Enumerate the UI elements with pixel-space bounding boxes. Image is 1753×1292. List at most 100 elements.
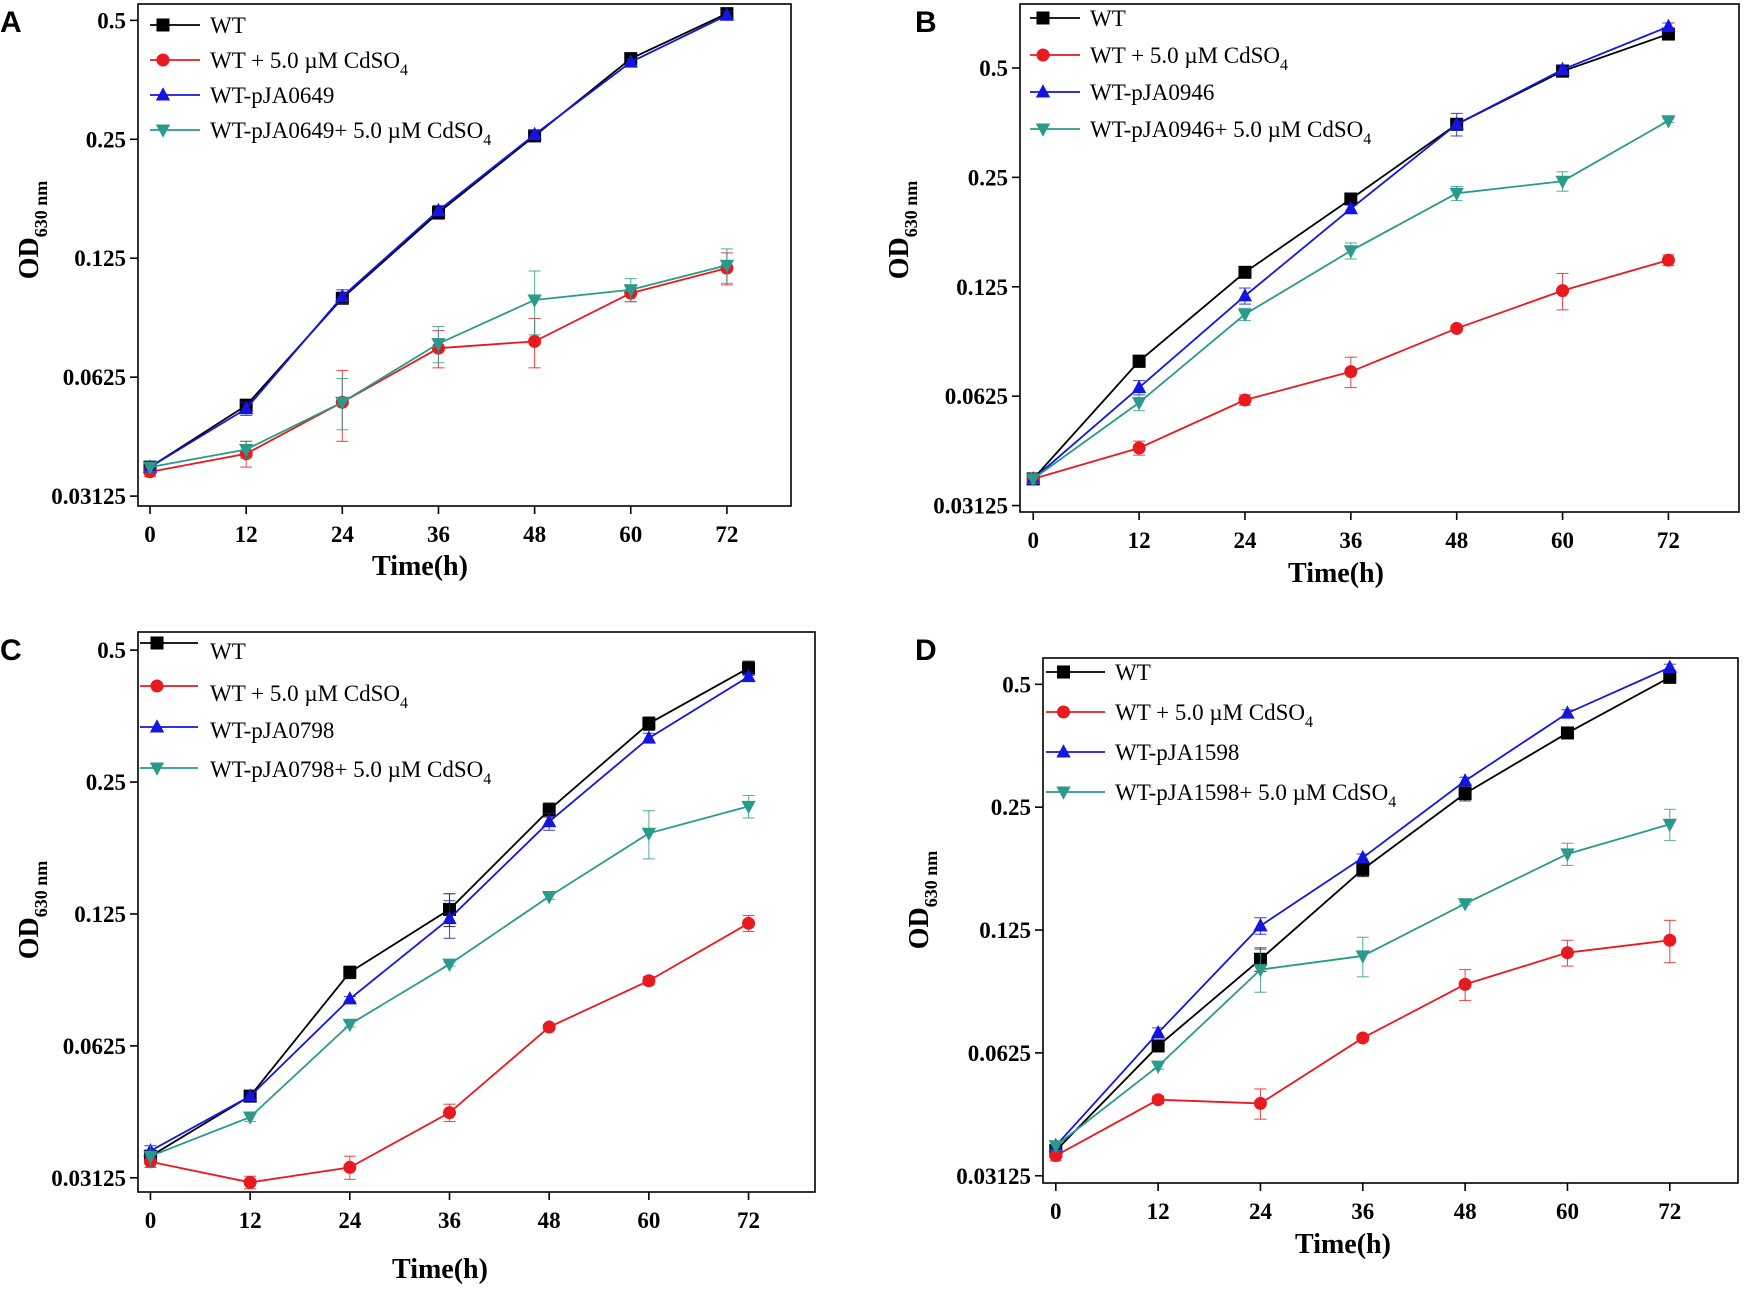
data-point bbox=[719, 7, 735, 21]
data-point bbox=[343, 1160, 357, 1174]
panel-label-b: B bbox=[915, 6, 937, 39]
legend-item: WT-pJA0946 bbox=[1030, 80, 1214, 105]
svg-text:WT: WT bbox=[210, 13, 246, 38]
x-tick-label: 0 bbox=[144, 522, 156, 547]
y-axis-title: OD630 nm bbox=[904, 851, 941, 950]
plot-frame bbox=[137, 3, 792, 507]
data-point bbox=[542, 1020, 556, 1034]
data-point bbox=[1344, 192, 1358, 206]
svg-text:WT-pJA0946: WT-pJA0946 bbox=[1090, 80, 1214, 105]
data-point bbox=[1150, 1025, 1166, 1039]
x-tick-label: 0 bbox=[1027, 528, 1039, 553]
series-group bbox=[1048, 808, 1677, 1154]
data-point bbox=[1151, 1093, 1165, 1107]
svg-text:WT-pJA0946+ 5.0 µM CdSO4: WT-pJA0946+ 5.0 µM CdSO4 bbox=[1090, 117, 1371, 148]
panel-label-c: C bbox=[0, 634, 22, 667]
x-tick-label: 36 bbox=[1351, 1199, 1374, 1224]
data-point bbox=[239, 400, 254, 415]
x-tick-label: 24 bbox=[1233, 528, 1257, 553]
data-point bbox=[342, 991, 357, 1005]
data-point bbox=[1663, 933, 1677, 947]
legend-marker bbox=[150, 636, 164, 650]
legend-subscript: 4 bbox=[1305, 714, 1313, 731]
data-point bbox=[1458, 977, 1472, 991]
x-tick-label: 72 bbox=[715, 522, 738, 547]
x-tick-label: 72 bbox=[737, 1208, 760, 1233]
data-point bbox=[542, 813, 557, 828]
series-group bbox=[143, 914, 756, 1190]
data-point bbox=[1457, 898, 1473, 912]
svg-text:WT-pJA1598+ 5.0 µM CdSO4: WT-pJA1598+ 5.0 µM CdSO4 bbox=[1115, 780, 1396, 811]
legend-item: WT + 5.0 µM CdSO4 bbox=[1030, 43, 1288, 74]
y-axis-title-sub: 630 nm bbox=[31, 181, 51, 238]
data-point bbox=[641, 730, 657, 744]
legend-item: WT-pJA0798 bbox=[140, 718, 334, 743]
y-tick-label: 0.125 bbox=[74, 902, 126, 927]
y-tick-label: 0.0625 bbox=[968, 1041, 1031, 1066]
data-point bbox=[1661, 115, 1676, 129]
y-axis-title-main: OD bbox=[904, 907, 935, 949]
data-point bbox=[719, 259, 735, 274]
data-point bbox=[431, 202, 446, 217]
y-axis-title-main: OD bbox=[14, 237, 45, 279]
svg-text:OD630 nm: OD630 nm bbox=[904, 851, 941, 950]
legend-marker bbox=[150, 679, 164, 693]
data-point bbox=[1132, 441, 1146, 455]
data-point bbox=[527, 294, 542, 308]
y-axis-title-sub: 630 nm bbox=[31, 861, 51, 918]
x-tick-label: 12 bbox=[239, 1208, 262, 1233]
legend-label: WT bbox=[1115, 660, 1151, 685]
legend-label: WT-pJA0798+ 5.0 µM CdSO bbox=[210, 757, 483, 782]
svg-text:WT + 5.0 µM CdSO4: WT + 5.0 µM CdSO4 bbox=[210, 48, 408, 79]
data-point bbox=[1661, 18, 1676, 33]
data-point bbox=[1150, 1060, 1166, 1074]
data-point bbox=[623, 284, 638, 298]
y-axis-title-sub: 630 nm bbox=[901, 181, 921, 238]
data-point bbox=[1132, 354, 1146, 368]
data-point bbox=[642, 974, 656, 988]
series-line bbox=[149, 267, 728, 473]
legend-item: WT bbox=[1046, 660, 1151, 685]
panel-label-a: A bbox=[0, 6, 22, 39]
legend-marker bbox=[156, 53, 170, 67]
legend-item: WT bbox=[1030, 6, 1126, 31]
svg-text:WT-pJA0649: WT-pJA0649 bbox=[210, 83, 334, 108]
data-point bbox=[1662, 818, 1677, 833]
data-point bbox=[1237, 288, 1253, 302]
svg-text:WT-pJA0798+ 5.0 µM CdSO4: WT-pJA0798+ 5.0 µM CdSO4 bbox=[210, 757, 491, 788]
legend-item: WT bbox=[140, 636, 246, 664]
svg-text:OD630 nm: OD630 nm bbox=[884, 181, 921, 280]
series-line bbox=[149, 12, 728, 468]
legend-item: WT-pJA1598+ 5.0 µM CdSO4 bbox=[1046, 780, 1396, 811]
panel-a: A 0 12 24 36 48 60 72 0.5 0.25 0.125 0.0625 0.03125… bbox=[0, 3, 792, 582]
legend-marker bbox=[155, 87, 171, 101]
data-point bbox=[1026, 473, 1041, 487]
legend-label: WT + 5.0 µM CdSO bbox=[210, 48, 400, 73]
y-tick-label: 0.5 bbox=[97, 8, 126, 33]
series-line bbox=[1032, 119, 1669, 480]
legend-subscript: 4 bbox=[400, 62, 408, 79]
legend-subscript: 4 bbox=[1388, 794, 1396, 811]
x-tick-label: 60 bbox=[619, 522, 642, 547]
y-tick-label: 0.25 bbox=[86, 770, 126, 795]
svg-text:WT: WT bbox=[1115, 660, 1151, 685]
x-tick-label: 0 bbox=[1050, 1199, 1062, 1224]
legend-subscript: 4 bbox=[483, 771, 491, 788]
legend-subscript: 4 bbox=[483, 132, 491, 149]
x-tick-label: 36 bbox=[427, 522, 450, 547]
legend-subscript: 4 bbox=[1280, 57, 1288, 74]
x-tick-label: 24 bbox=[1249, 1199, 1273, 1224]
series-group bbox=[1026, 115, 1676, 487]
x-tick-label: 24 bbox=[331, 522, 355, 547]
legend-label: WT-pJA0946+ 5.0 µM CdSO bbox=[1090, 117, 1363, 142]
y-axis-title: OD630 nm bbox=[14, 181, 51, 280]
y-tick-label: 0.0625 bbox=[63, 1034, 126, 1059]
legend-item: WT + 5.0 µM CdSO4 bbox=[150, 48, 408, 79]
data-point bbox=[1344, 365, 1358, 379]
y-tick-label: 0.5 bbox=[1002, 672, 1031, 697]
data-point bbox=[528, 334, 542, 348]
y-tick-label: 0.03125 bbox=[51, 484, 126, 509]
legend-item: WT-pJA0946+ 5.0 µM CdSO4 bbox=[1030, 117, 1371, 148]
legend-marker bbox=[1036, 11, 1050, 25]
